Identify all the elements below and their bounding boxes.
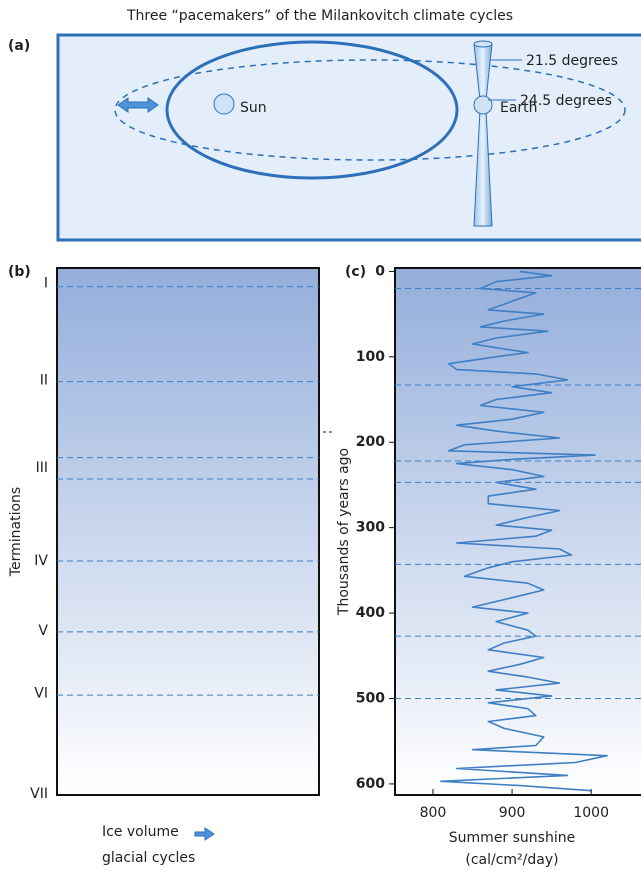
earth-label: Earth <box>500 100 538 116</box>
x-tick-label: 800 <box>420 805 447 821</box>
x-tick-label: 900 <box>499 805 526 821</box>
y-tick-label: 600 <box>356 776 385 792</box>
arrow <box>194 827 215 841</box>
orbit-panel <box>56 33 641 242</box>
termination-label: VI <box>34 685 48 701</box>
y-tick-label: 100 <box>356 349 385 365</box>
eccentric-orbit <box>114 59 626 161</box>
panel-frame <box>394 267 641 796</box>
earth <box>473 95 493 115</box>
termination-label: IV <box>34 553 48 569</box>
y-tick-label: 400 <box>356 605 385 621</box>
sunshine-line <box>440 270 608 792</box>
termination-label: VII <box>30 786 48 802</box>
x-tick-label: 1000 <box>573 805 609 821</box>
tilt-label: 24.5 degrees <box>520 93 612 109</box>
panel-label: (c) <box>345 264 366 280</box>
x-axis-title: Ice volume <box>102 824 179 840</box>
x-axis-title: (cal/cm²/day) <box>465 852 558 868</box>
panel-label: (a) <box>8 38 30 54</box>
x-axis-title: glacial cycles <box>102 850 195 866</box>
y-tick-label: 0 <box>375 263 385 279</box>
panel-label: (b) <box>8 264 31 280</box>
sun <box>213 93 235 115</box>
sun-label: Sun <box>240 100 267 116</box>
y-tick-label: 500 <box>356 690 385 706</box>
circular-orbit <box>165 40 459 180</box>
figure-title: Three “pacemakers” of the Milankovitch c… <box>126 8 513 24</box>
termination-label: I <box>44 275 48 291</box>
tilt-label: 21.5 degrees <box>526 53 618 69</box>
axis-cap <box>473 40 493 48</box>
panel-frame <box>56 267 320 796</box>
y-tick-label: 300 <box>356 520 385 536</box>
arrow <box>117 97 159 113</box>
termination-label: II <box>40 373 48 389</box>
termination-label: V <box>38 623 48 639</box>
x-axis-title: Summer sunshine <box>449 830 575 846</box>
y-tick-label: 200 <box>356 434 385 450</box>
termination-label: III <box>36 460 48 476</box>
y-axis-title: Thousands of years ago <box>336 448 352 616</box>
y-axis-title: Terminations <box>8 487 24 577</box>
